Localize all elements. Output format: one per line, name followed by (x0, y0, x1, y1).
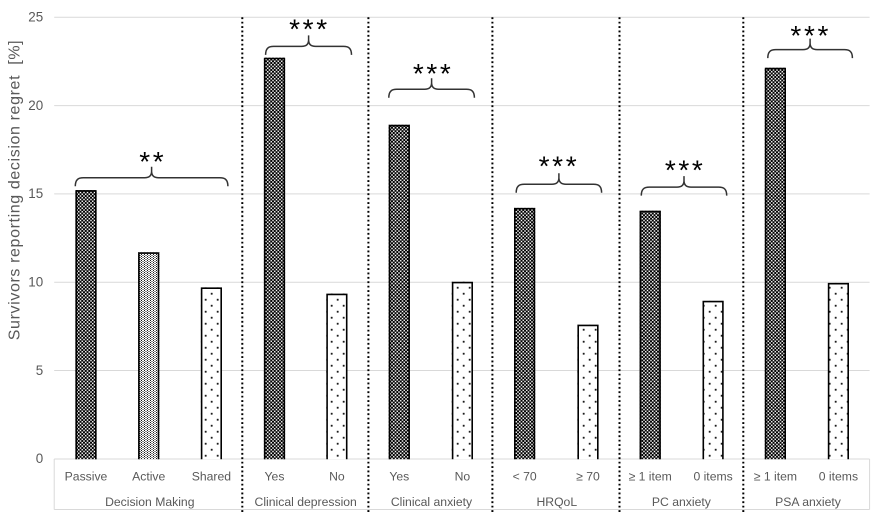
svg-text:No: No (329, 470, 345, 484)
svg-text:HRQoL: HRQoL (536, 495, 577, 509)
svg-text:**: ** (139, 146, 166, 177)
svg-text:20: 20 (28, 98, 43, 113)
svg-text:≥ 1 item: ≥ 1 item (754, 470, 797, 484)
svg-text:15: 15 (28, 186, 43, 201)
svg-text:PC anxiety: PC anxiety (652, 495, 712, 509)
svg-text:PSA anxiety: PSA anxiety (775, 495, 842, 509)
svg-text:10: 10 (28, 275, 43, 290)
svg-text:5: 5 (36, 363, 43, 378)
svg-text:***: *** (289, 13, 330, 44)
svg-text:Active: Active (132, 470, 165, 484)
svg-text:25: 25 (28, 10, 43, 25)
svg-text:Clinical depression: Clinical depression (255, 495, 357, 509)
svg-text:< 70: < 70 (513, 470, 537, 484)
svg-text:Clinical anxiety: Clinical anxiety (391, 495, 473, 509)
svg-text:Survivors reporting decision r: Survivors reporting decision regret [%] (7, 40, 24, 340)
svg-text:Passive: Passive (65, 470, 108, 484)
svg-text:Yes: Yes (389, 470, 409, 484)
svg-text:***: *** (790, 20, 831, 51)
svg-text:0: 0 (36, 451, 43, 466)
svg-text:Shared: Shared (192, 470, 231, 484)
svg-text:Yes: Yes (265, 470, 285, 484)
svg-text:No: No (455, 470, 471, 484)
svg-text:0 items: 0 items (693, 470, 732, 484)
svg-text:0 items: 0 items (819, 470, 858, 484)
svg-text:***: *** (539, 151, 580, 182)
svg-text:≥ 1 item: ≥ 1 item (629, 470, 672, 484)
svg-text:≥ 70: ≥ 70 (576, 470, 600, 484)
svg-text:***: *** (413, 58, 454, 89)
svg-text:Decision Making: Decision Making (105, 495, 194, 509)
svg-text:***: *** (665, 154, 706, 185)
